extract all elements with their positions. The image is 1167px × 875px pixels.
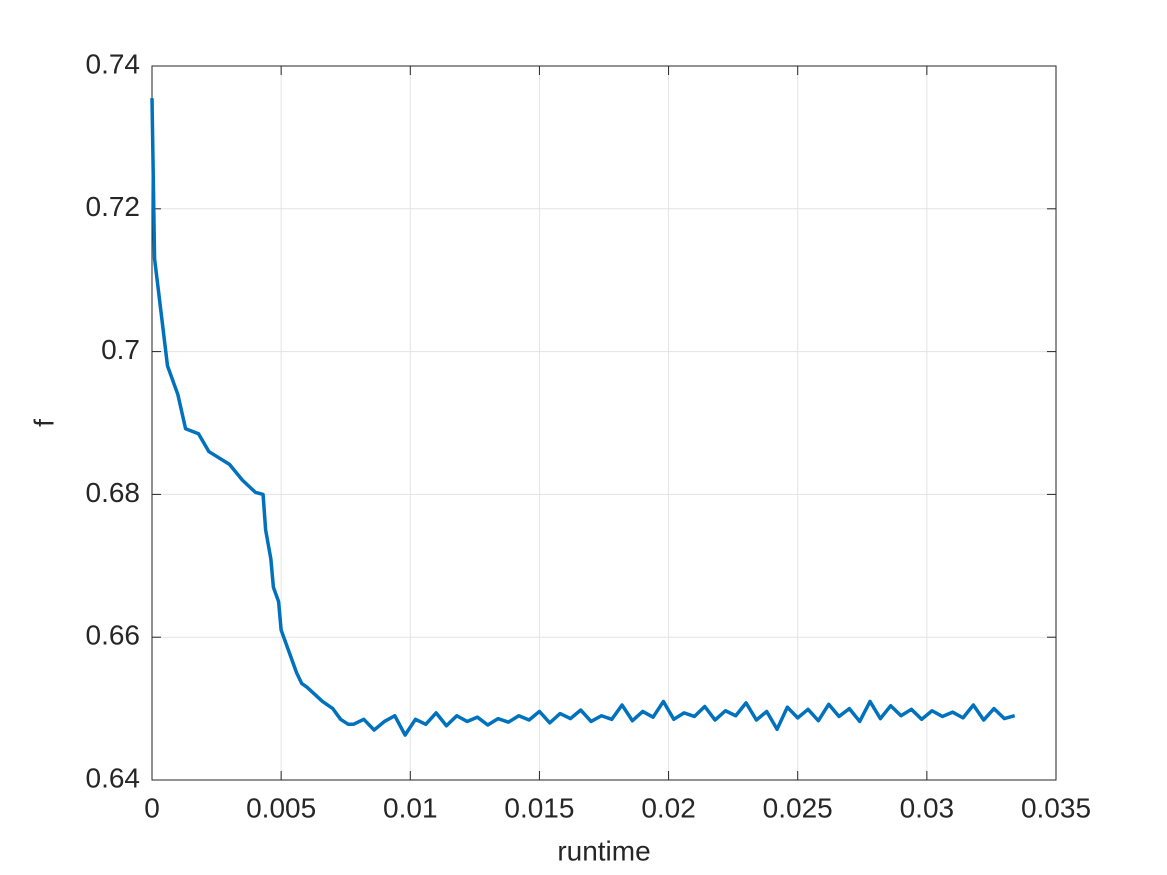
y-tick-label: 0.72 [86,191,141,222]
axes-box [151,65,1057,781]
y-tick-label: 0.68 [86,477,141,508]
y-axis-label: f [28,419,59,427]
data-line [150,98,1016,737]
x-tick-label: 0.01 [383,792,438,823]
x-tick-label: 0.025 [763,792,833,823]
y-tick-label: 0.7 [101,334,140,365]
y-tick-label: 0.64 [86,762,141,793]
x-axis-label: runtime [557,835,650,866]
x-tick-label: 0 [144,792,160,823]
x-tick-label: 0.02 [641,792,696,823]
x-tick-label: 0.015 [504,792,574,823]
x-tick-label: 0.03 [900,792,955,823]
y-tick-label: 0.66 [86,620,141,651]
x-tick-label: 0.005 [246,792,316,823]
x-tick-label: 0.035 [1021,792,1091,823]
y-tick-label: 0.74 [86,48,141,79]
